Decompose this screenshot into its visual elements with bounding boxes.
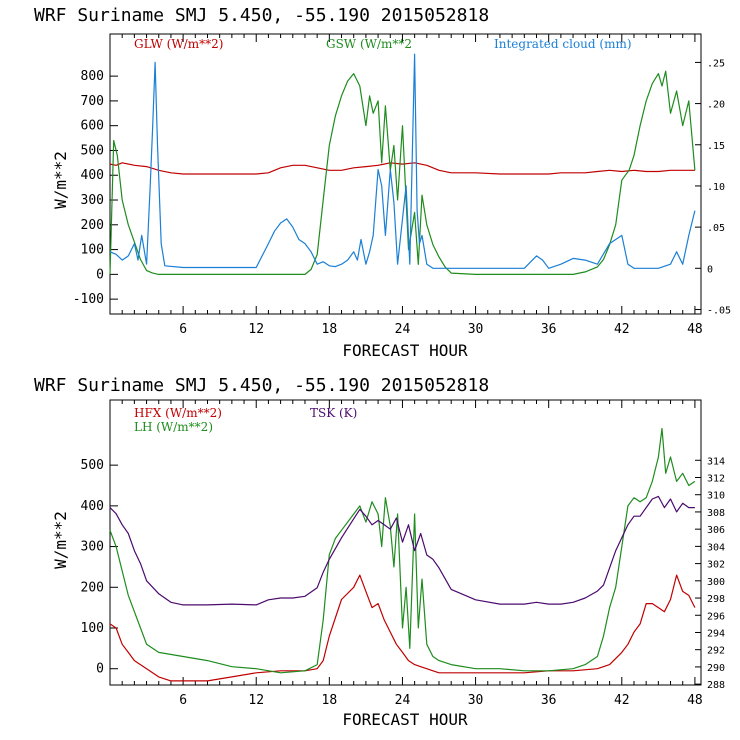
chart1-x-axis: 6 12 18 24 30 36 42 48 [121,34,703,337]
xtick-label: 12 [248,693,264,708]
right-tick-label: -.05 [707,305,731,316]
right-tick-label: 288 [707,680,725,691]
legend-lh: LH (W/m**2) [134,420,213,434]
chart2-xlabel: FORECAST HOUR [342,710,468,729]
xtick-label: 48 [687,322,703,337]
ytick-label: 400 [81,499,104,514]
chart1-xlabel: FORECAST HOUR [342,341,468,360]
series-line-tsk [109,495,695,606]
legend-cloud: Integrated cloud (mm) [494,37,632,51]
right-tick-label: 294 [707,628,725,639]
right-tick-label: 310 [707,491,725,502]
legend-hfx: HFX (W/m**2) [134,406,222,420]
ytick-label: 100 [81,243,104,258]
chart1-right-axis: .25 .20 .15 .10 .05 0 -.05 [695,58,731,316]
xtick-label: 18 [322,693,338,708]
chart2-series [109,427,696,682]
xtick-label: 30 [468,322,484,337]
series-line-lh [109,427,696,674]
ytick-label: 400 [81,168,104,183]
xtick-label: 6 [179,322,187,337]
legend-tsk: TSK (K) [310,406,357,420]
xtick-label: 36 [541,322,557,337]
right-tick-label: 314 [707,456,725,467]
ytick-label: -100 [73,292,104,307]
chart1-series [109,53,696,275]
surface-flux-chart: WRF Suriname SMJ 5.450, -55.190 20150528… [34,375,725,729]
right-tick-label: 306 [707,525,725,536]
right-tick-label: .10 [707,182,725,193]
xtick-label: 30 [468,693,484,708]
chart2-left-axis: 0 100 200 300 400 500 [81,458,118,677]
chart2-x-axis: 6 12 18 24 30 36 42 48 [121,400,703,708]
series-line-integrated [109,53,696,269]
ytick-label: 800 [81,69,104,84]
ytick-label: 300 [81,540,104,555]
xtick-label: 24 [395,693,411,708]
right-tick-label: 290 [707,663,725,674]
ytick-label: 200 [81,218,104,233]
chart2-ylabel: W/m**2 [51,511,70,569]
radiation-chart: WRF Suriname SMJ 5.450, -55.190 20150528… [34,5,731,360]
right-tick-label: 0 [707,264,713,275]
ytick-label: 100 [81,621,104,636]
right-tick-label: 312 [707,473,725,484]
right-tick-label: 298 [707,594,725,605]
series-line-glw [109,162,695,175]
right-tick-label: 302 [707,560,725,571]
chart2-plot-frame [109,399,702,686]
ytick-label: 500 [81,143,104,158]
chart2-title: WRF Suriname SMJ 5.450, -55.190 20150528… [34,375,489,396]
legend-glw: GLW (W/m**2) [134,37,223,51]
chart1-plot-frame [109,33,702,315]
xtick-label: 24 [395,322,411,337]
chart2-right-axis: 288 290 292 294 296 298 300 302 304 306 308 310 312 3… [695,456,725,691]
ytick-label: 600 [81,119,104,134]
ytick-label: 500 [81,458,104,473]
series-line-hfx [109,574,696,682]
series-line-gsw [109,70,696,275]
chart1-ylabel: W/m**2 [51,151,70,209]
right-tick-label: .15 [707,141,725,152]
right-tick-label: .25 [707,58,725,69]
chart1-title: WRF Suriname SMJ 5.450, -55.190 20150528… [34,5,489,26]
xtick-label: 48 [687,693,703,708]
xtick-label: 36 [541,693,557,708]
ytick-label: 200 [81,580,104,595]
ytick-label: 0 [96,267,104,282]
right-tick-label: .05 [707,223,725,234]
right-tick-label: 300 [707,577,725,588]
xtick-label: 42 [614,322,630,337]
xtick-label: 18 [322,322,338,337]
chart1-left-axis: -100 0 100 200 300 400 500 600 700 800 [73,69,118,307]
xtick-label: 6 [179,693,187,708]
ytick-label: 0 [96,662,104,677]
right-tick-label: 296 [707,611,725,622]
right-tick-label: 308 [707,508,725,519]
xtick-label: 12 [248,322,264,337]
right-tick-label: 292 [707,646,725,657]
xtick-label: 42 [614,693,630,708]
legend-gsw: GSW (W/m**2 [326,37,412,51]
ytick-label: 300 [81,193,104,208]
right-tick-label: 304 [707,542,725,553]
ytick-label: 700 [81,94,104,109]
right-tick-label: .20 [707,100,725,111]
